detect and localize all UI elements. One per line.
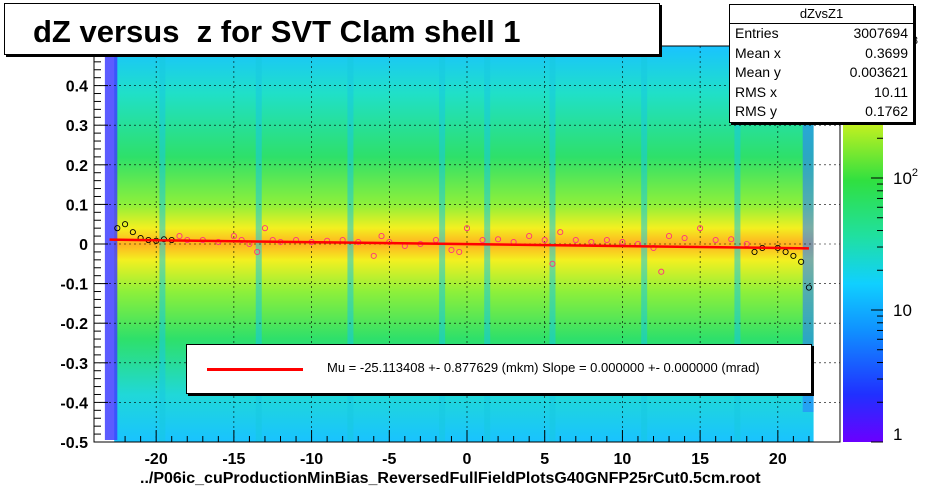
heatmap-edge-left [104,48,118,440]
profile-point [751,248,758,255]
legend-line-swatch [207,368,303,371]
stats-value: 0.003621 [849,64,908,80]
x-tick-label: 10 [614,451,632,468]
profile-point [728,236,735,243]
profile-point [122,221,129,228]
stats-row-rms-y: RMS y 0.1762 [730,102,913,122]
stats-value: 10.11 [874,83,908,100]
stats-row-mean-x: Mean x 0.3699 [730,44,913,64]
y-tick-label: 0.2 [66,158,88,175]
stats-box: dZvsZ1 Entries 3007694 Mean x 0.3699 Mea… [729,4,914,123]
heatmap-band [734,46,741,442]
y-tick-label: -0.1 [60,277,88,294]
legend-label: Mu = -25.113408 +- 0.877629 (mkm) Slope … [327,360,760,375]
stats-name: dZvsZ1 [730,5,913,24]
profile-point [541,236,548,244]
y-tick-label: 0 [79,237,88,254]
stats-row-rms-x: RMS x 10.11 [730,83,913,103]
colorbar-tick-label: 10 [893,301,912,320]
x-tick-label: 0 [463,451,472,468]
profile-point [549,260,556,267]
profile-point [798,258,805,265]
chart-title: dZ versus z for SVT Clam shell 1 [33,14,521,49]
y-tick-label: 0.4 [66,79,88,96]
profile-point [495,236,502,243]
profile-point [230,233,237,240]
profile-point [261,225,269,232]
heatmap-band [255,46,262,442]
y-tick-label: -0.3 [60,356,88,373]
profile-point [572,236,579,244]
profile-point [129,229,136,236]
profile-point [658,268,665,275]
heatmap-band [159,46,166,442]
y-tick-label: -0.5 [60,435,88,452]
x-tick-label: -5 [382,451,396,468]
x-tick-label: -20 [145,451,168,468]
heatmap-edge-right [802,76,814,412]
stats-value: 0.1762 [865,103,908,119]
y-tick-label: 0.3 [66,118,88,135]
stats-row-entries: Entries 3007694 [730,24,913,44]
stats-value: 0.3699 [865,44,908,61]
stats-label: RMS x [735,83,777,100]
x-tick-label: -10 [300,451,323,468]
profile-point [254,248,261,255]
profile-point [456,248,463,255]
stats-value: 3007694 [853,25,908,41]
profile-point [114,225,121,232]
x-tick-label: 5 [540,451,549,468]
y-tick-label: -0.4 [60,395,88,412]
profile-point [712,236,719,244]
profile-point [176,233,183,240]
y-tick-label: -0.2 [60,316,88,333]
profile-point [479,236,486,244]
stats-label: Mean x [735,44,781,61]
title-box: dZ versus z for SVT Clam shell 1 [4,3,660,55]
profile-point [665,233,673,240]
fit-line [109,238,809,250]
profile-point [681,235,688,242]
legend-box: Mu = -25.113408 +- 0.877629 (mkm) Slope … [186,344,812,394]
x-tick-label: -15 [222,451,245,468]
stats-row-mean-y: Mean y 0.003621 [730,63,913,83]
x-tick-label: 15 [691,451,709,468]
colorbar-tick-label: 1 [893,425,902,444]
colorbar-tick-label: 102 [893,167,918,188]
profile-point [697,225,704,232]
profile-point [790,252,797,259]
x-tick-label: 20 [769,451,787,468]
y-tick-label: 0.1 [66,197,88,214]
stats-label: Mean y [735,64,781,80]
profile-point [619,238,626,246]
x-axis-label: ../P06ic_cuProductionMinBias_ReversedFul… [140,470,761,487]
profile-point [378,233,385,240]
profile-point [805,284,812,291]
profile-point [603,236,610,244]
profile-point [782,248,789,255]
stats-label: Entries [735,25,779,41]
profile-point [526,233,533,240]
profile-point [370,252,377,259]
stats-label: RMS y [735,103,777,119]
profile-point [463,225,471,232]
profile-point [557,229,564,236]
profile-point [448,246,455,253]
